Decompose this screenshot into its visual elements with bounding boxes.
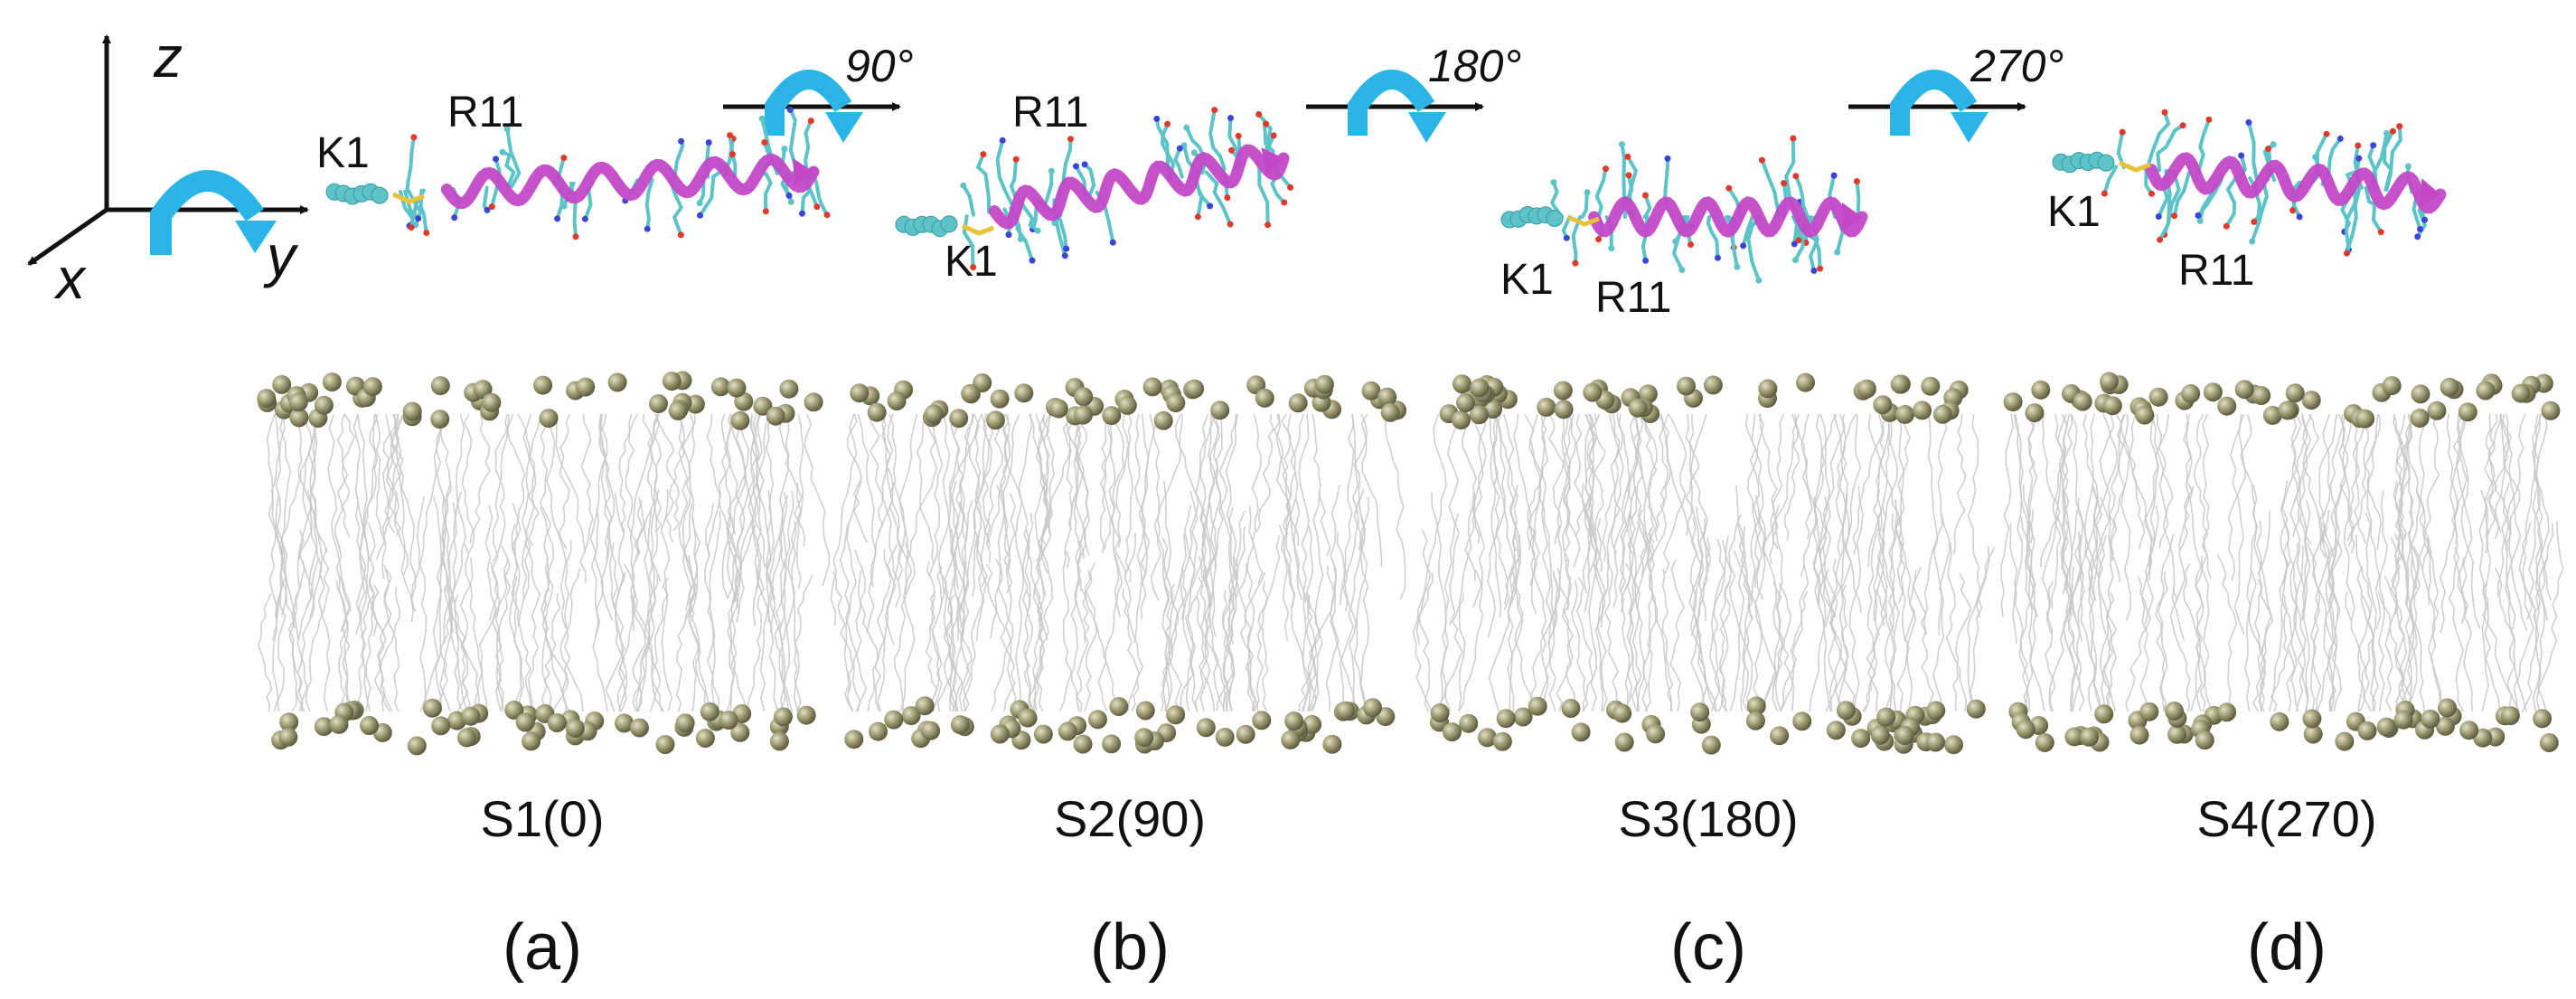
rotation-step-3: 270°: [1848, 41, 2064, 143]
membrane-3: [1412, 372, 1996, 755]
rotation-angle-label: 90°: [845, 41, 914, 91]
lipid-tails: [258, 413, 830, 712]
peptide-2: K1 R11: [895, 89, 1294, 286]
peptide-structures: K1 R11 K1 R11 K1 R11 K1 R11: [316, 89, 2447, 322]
rotation-steps: 90° 180° 270°: [723, 41, 2064, 143]
residue-label-k1: K1: [1500, 256, 1554, 304]
rotation-angle-label: 180°: [1428, 41, 1521, 91]
residue-label-r11: R11: [447, 89, 524, 137]
system-label: S3(180): [1618, 790, 1798, 847]
rotation-step-2: 180°: [1306, 41, 1521, 143]
panel-letter-label: (c): [1670, 911, 1746, 984]
residue-label-r11: R11: [1595, 274, 1672, 322]
x-axis: [27, 207, 108, 267]
membrane-1: [257, 371, 830, 756]
rotation-arrow-icon: [150, 170, 277, 255]
system-label: S1(0): [481, 790, 605, 847]
rotation-arrow-icon: [1348, 70, 1446, 143]
x-axis-label: x: [53, 246, 87, 311]
phosphate-headgroups: [844, 373, 1407, 754]
peptide-3: K1 R11: [1500, 135, 1868, 322]
panel-letter-label: (b): [1090, 911, 1170, 984]
residue-label-k1: K1: [2047, 188, 2101, 236]
panel-letter-label: (d): [2247, 911, 2327, 984]
phosphate-headgroups: [257, 371, 823, 756]
residue-label-r11: R11: [1012, 89, 1089, 137]
rotation-arrow-icon: [1890, 70, 1988, 143]
membrane-panels: [257, 371, 2564, 756]
peptide-4: K1 R11: [2047, 108, 2447, 295]
rotation-angle-label: 270°: [1970, 41, 2064, 91]
z-axis-label: z: [153, 24, 183, 90]
system-label: S4(270): [2196, 790, 2376, 847]
coordinate-axes: z y x: [27, 24, 309, 311]
system-label: S2(90): [1054, 790, 1206, 847]
membrane-4: [2000, 372, 2564, 752]
rotation-step-1: 90°: [723, 41, 914, 143]
residue-label-k1: K1: [945, 238, 998, 286]
y-axis-label: y: [263, 223, 299, 288]
lipid-tails: [830, 413, 1406, 712]
phosphate-headgroups: [2003, 372, 2561, 752]
panel-letter-label: (a): [503, 911, 582, 984]
phosphate-headgroups: [1430, 372, 1986, 755]
membrane-2: [830, 373, 1407, 754]
residue-label-r11: R11: [2178, 247, 2255, 295]
lipid-tails: [2000, 413, 2564, 712]
lipid-tails: [1412, 413, 1996, 712]
peptide-1: K1 R11: [316, 89, 831, 240]
panel-labels: S1(0) (a) S2(90) (b) S3(180) (c) S4(270) (d): [481, 790, 2377, 984]
rotation-arrow-icon: [765, 70, 863, 143]
residue-label-k1: K1: [316, 129, 370, 177]
